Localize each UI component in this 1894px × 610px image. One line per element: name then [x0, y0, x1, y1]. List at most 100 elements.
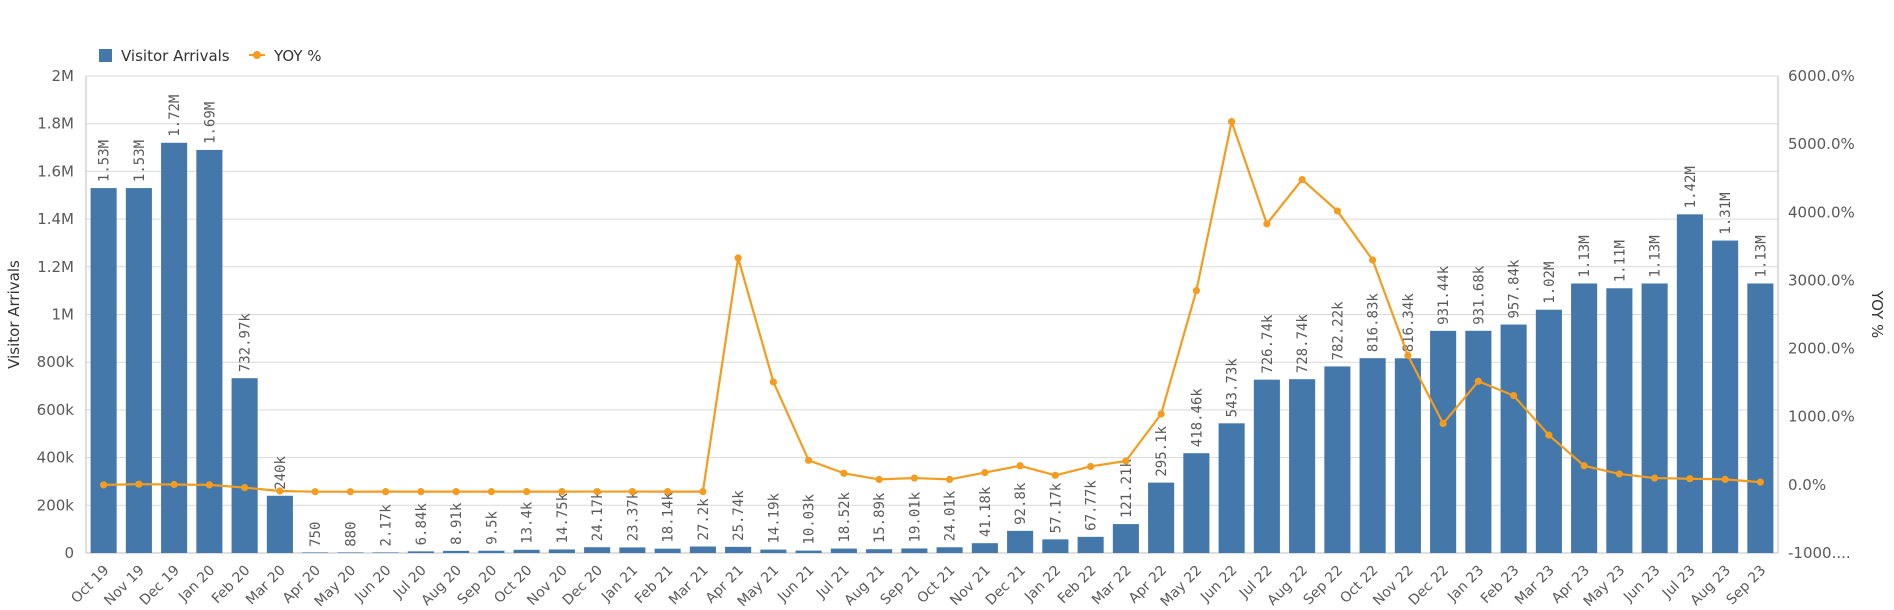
- bar-data-label: 931.68k: [1471, 265, 1487, 325]
- x-tick-label: Aug 20: [419, 563, 465, 609]
- yoy-point: [734, 254, 742, 262]
- legend-swatch-dot: [253, 51, 261, 59]
- bar-data-label: 25.74k: [731, 490, 747, 541]
- bar: [407, 551, 434, 553]
- bar-data-label: 750: [308, 522, 324, 547]
- bar: [1465, 330, 1492, 553]
- bar: [337, 552, 364, 553]
- yoy-point: [452, 488, 460, 496]
- bar-data-label: 1.13M: [1648, 235, 1664, 277]
- yoy-point: [1228, 118, 1236, 126]
- bar-data-label: 816.34k: [1401, 293, 1417, 353]
- yoy-point: [1510, 391, 1518, 400]
- yoy-point: [1157, 410, 1165, 418]
- x-tick-label: Dec 20: [560, 563, 606, 609]
- yoy-point: [981, 468, 989, 477]
- bar: [1253, 379, 1280, 553]
- legend-label-line: YOY %: [273, 47, 322, 65]
- yoy-point: [1686, 475, 1694, 483]
- left-tick-label: 600k: [37, 401, 75, 419]
- yoy-point: [628, 487, 636, 496]
- bar-data-label: 24.17k: [590, 490, 606, 541]
- yoy-point: [1615, 470, 1623, 478]
- bar-data-label: 1.13M: [1753, 235, 1769, 277]
- bar: [1641, 283, 1668, 553]
- x-tick-label: Jun 23: [1620, 563, 1663, 606]
- bar-data-label: 1.42M: [1683, 166, 1699, 208]
- bar-data-label: 2.17k: [379, 504, 395, 547]
- yoy-point: [1263, 220, 1271, 228]
- bar-data-label: 10.03k: [802, 493, 818, 544]
- bar: [266, 495, 293, 553]
- yoy-point: [1545, 431, 1553, 439]
- x-tick-label: Mar 21: [666, 563, 712, 609]
- x-tick-label: Dec 19: [137, 563, 183, 609]
- yoy-point: [1474, 377, 1482, 385]
- bar-data-label: 931.44k: [1436, 265, 1452, 325]
- bar-data-label: 9.5k: [484, 510, 500, 544]
- bar-data-label: 728.74k: [1295, 314, 1311, 374]
- left-tick-label: 1.6M: [37, 162, 74, 180]
- bar-data-label: 1.72M: [167, 95, 183, 137]
- bar-data-label: 57.17k: [1048, 482, 1064, 533]
- bar: [548, 549, 575, 553]
- x-tick-label: Jun 20: [351, 563, 394, 606]
- bar-data-label: 732.97k: [238, 313, 254, 373]
- yoy-point: [1051, 471, 1059, 479]
- bar-data-label: 880: [343, 521, 359, 546]
- bar-data-label: 14.19k: [766, 492, 782, 543]
- bar-data-label: 726.74k: [1260, 314, 1276, 374]
- yoy-point: [1333, 207, 1341, 215]
- bar-data-label: 67.77k: [1084, 480, 1100, 531]
- bar: [513, 549, 540, 553]
- bar-data-label: 240k: [273, 455, 289, 489]
- yoy-point: [1192, 287, 1200, 295]
- yoy-point: [699, 487, 707, 496]
- bar-data-labels: 1.53M 1.53M 1.72M 1.69M 732.97k 240k 750 880 2.1…: [97, 95, 1770, 547]
- x-tick-label: Jun 21: [774, 563, 817, 606]
- bar-data-label: 8.91k: [449, 502, 465, 545]
- left-tick-label: 1.2M: [37, 258, 74, 276]
- yoy-point: [276, 487, 284, 495]
- bar: [584, 547, 611, 553]
- bar-data-label: 19.01k: [907, 491, 923, 542]
- bar-data-label: 295.1k: [1154, 425, 1170, 476]
- bar: [372, 552, 399, 553]
- legend-label-bars: Visitor Arrivals: [121, 47, 230, 65]
- yoy-line: [103, 120, 1761, 493]
- right-tick-label: 1000.0%: [1788, 408, 1855, 426]
- yoy-point: [1651, 474, 1659, 482]
- legend-swatch-bars: [99, 49, 112, 62]
- yoy-point: [664, 487, 672, 496]
- bar: [866, 549, 893, 553]
- bar: [936, 547, 963, 553]
- bar: [619, 547, 646, 553]
- x-tick-label: Sep 22: [1300, 563, 1346, 609]
- bar: [1535, 309, 1562, 553]
- right-tick-label: -1000....: [1788, 544, 1851, 562]
- yoy-point: [487, 488, 495, 496]
- yoy-point: [311, 488, 319, 496]
- bar: [654, 548, 681, 553]
- bar: [231, 378, 258, 553]
- bar: [1606, 288, 1633, 553]
- yoy-point: [100, 481, 108, 489]
- bar: [1676, 214, 1703, 553]
- x-tick-label: Mar 23: [1512, 563, 1558, 609]
- bar: [1007, 530, 1034, 553]
- bar-data-label: 23.37k: [625, 490, 641, 541]
- left-tick-label: 1M: [52, 306, 75, 324]
- bar-data-label: 18.14k: [661, 492, 677, 543]
- bar: [830, 548, 857, 553]
- bar-data-label: 6.84k: [414, 503, 430, 546]
- yoy-point: [1016, 462, 1024, 470]
- left-tick-label: 1.4M: [37, 210, 74, 228]
- bar: [689, 546, 716, 553]
- bar-data-label: 816.83k: [1366, 293, 1382, 353]
- bar-data-label: 1.13M: [1577, 235, 1593, 277]
- yoy-point: [805, 456, 813, 464]
- left-axis-title: Visitor Arrivals: [5, 260, 23, 369]
- right-tick-label: 6000.0%: [1788, 67, 1855, 85]
- bar-data-label: 1.69M: [202, 102, 218, 144]
- bar: [161, 142, 188, 553]
